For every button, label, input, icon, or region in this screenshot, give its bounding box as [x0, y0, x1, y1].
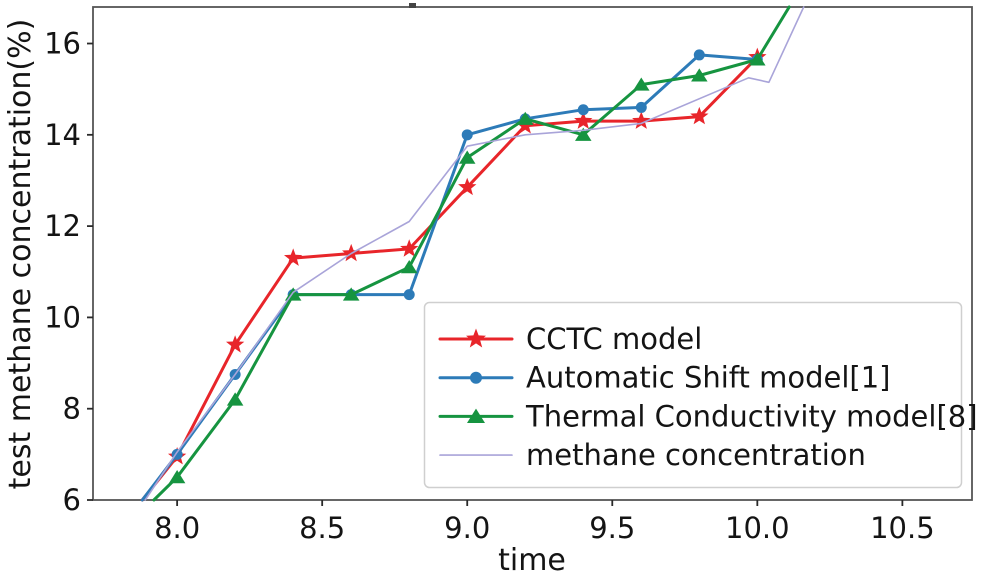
x-tick-label: 10.5	[870, 511, 935, 545]
legend-item: CCTC model	[438, 322, 702, 356]
series-line	[144, 6, 805, 501]
data-point-marker	[690, 106, 709, 125]
data-point-marker	[342, 243, 361, 262]
x-tick-label: 10.0	[725, 511, 790, 545]
y-tick-label: 8	[63, 392, 81, 426]
y-tick-label: 12	[44, 209, 81, 243]
data-point-marker	[632, 111, 651, 129]
legend-label: Automatic Shift model[1]	[526, 361, 890, 395]
data-point-marker	[458, 177, 477, 196]
x-tick-label: 9.0	[444, 511, 490, 545]
legend-item: Thermal Conductivity model[8]	[438, 399, 978, 433]
data-point-marker	[635, 101, 647, 113]
data-point-marker	[466, 328, 486, 348]
x-axis-title: time	[498, 543, 566, 578]
y-tick-label: 10	[44, 300, 81, 334]
data-point-marker	[577, 104, 589, 116]
data-point-marker	[693, 49, 705, 61]
data-point-marker	[284, 248, 303, 266]
data-point-marker	[633, 77, 650, 91]
data-point-marker	[470, 371, 482, 384]
data-point-marker	[749, 52, 766, 66]
data-point-marker	[516, 111, 534, 125]
legend-item: methane concentration	[439, 438, 866, 472]
legend-item: Automatic Shift model[1]	[438, 361, 890, 395]
y-tick-label: 14	[44, 118, 81, 152]
data-point-marker	[226, 392, 244, 406]
x-tick-label: 9.5	[589, 511, 635, 545]
data-point-marker	[575, 127, 592, 141]
y-tick-label: 6	[63, 483, 81, 517]
data-point-marker	[467, 408, 485, 423]
data-point-marker	[400, 239, 419, 257]
data-point-marker	[691, 68, 708, 82]
data-series	[140, 5, 805, 502]
data-point-marker	[226, 335, 245, 353]
legend-label: methane concentration	[526, 438, 866, 472]
y-tick-label: 16	[44, 27, 81, 61]
data-point-marker	[400, 260, 418, 274]
data-point-marker	[403, 289, 415, 301]
legend-box	[423, 301, 963, 489]
axis-ticks: 8.0 8.5 9.0 9.5 10.0 10.5 6 8 10 12 14 16	[44, 27, 935, 545]
data-point-marker	[458, 150, 476, 164]
legend: CCTC model Automatic Shift model[1] Therma…	[423, 301, 978, 489]
data-point-marker	[342, 287, 360, 301]
x-tick-label: 8.5	[299, 511, 345, 545]
data-point-marker	[574, 111, 593, 129]
data-point-marker	[461, 129, 473, 141]
legend-label: CCTC model	[526, 322, 702, 356]
data-point-marker	[168, 470, 186, 484]
top-edge-mark	[409, 3, 416, 8]
x-tick-label: 8.0	[154, 511, 200, 545]
legend-label: Thermal Conductivity model[8]	[525, 399, 978, 433]
y-axis-title: test methane concentration(%)	[3, 19, 38, 490]
